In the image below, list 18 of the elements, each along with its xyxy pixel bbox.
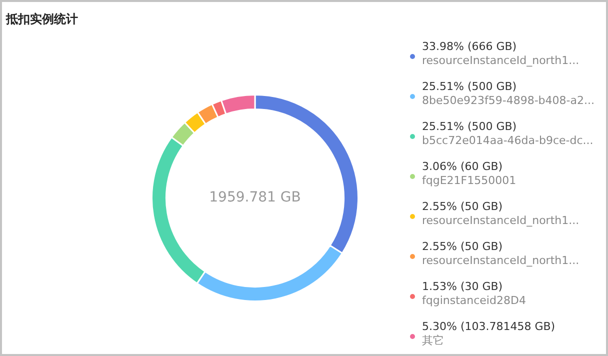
legend-label: fqginstanceid28D4 bbox=[422, 294, 527, 308]
data-label: 5.30% (103.781458 GB) bbox=[422, 320, 556, 334]
text: 抵扣实例统计 bbox=[6, 11, 78, 28]
legend-label: 其它 bbox=[422, 334, 445, 348]
legend-label: fqgE21F1550001 bbox=[422, 174, 518, 188]
data-label: 25.51% (500 GB) bbox=[422, 120, 518, 134]
data-label: 33.98% (666 GB) bbox=[422, 40, 518, 54]
data-label: 1.53% (30 GB) bbox=[422, 280, 504, 294]
legend-label: resourceInstanceId_north1... bbox=[422, 254, 580, 268]
data-label: 25.51% (500 GB) bbox=[422, 80, 518, 94]
legend-label: resourceInstanceId_north1... bbox=[422, 54, 580, 68]
text: 1959.781 GB bbox=[209, 190, 301, 206]
data-label: 3.06% (60 GB) bbox=[422, 160, 504, 174]
legend-label: b5cc72e014aa-46da-b9ce-dc... bbox=[422, 134, 594, 148]
data-label: 2.55% (50 GB) bbox=[422, 240, 504, 254]
legend-label: 8be50e923f59-4898-b408-a2... bbox=[422, 94, 596, 108]
legend-label: resourceInstanceId_north1... bbox=[422, 214, 580, 228]
data-label: 2.55% (50 GB) bbox=[422, 200, 504, 214]
